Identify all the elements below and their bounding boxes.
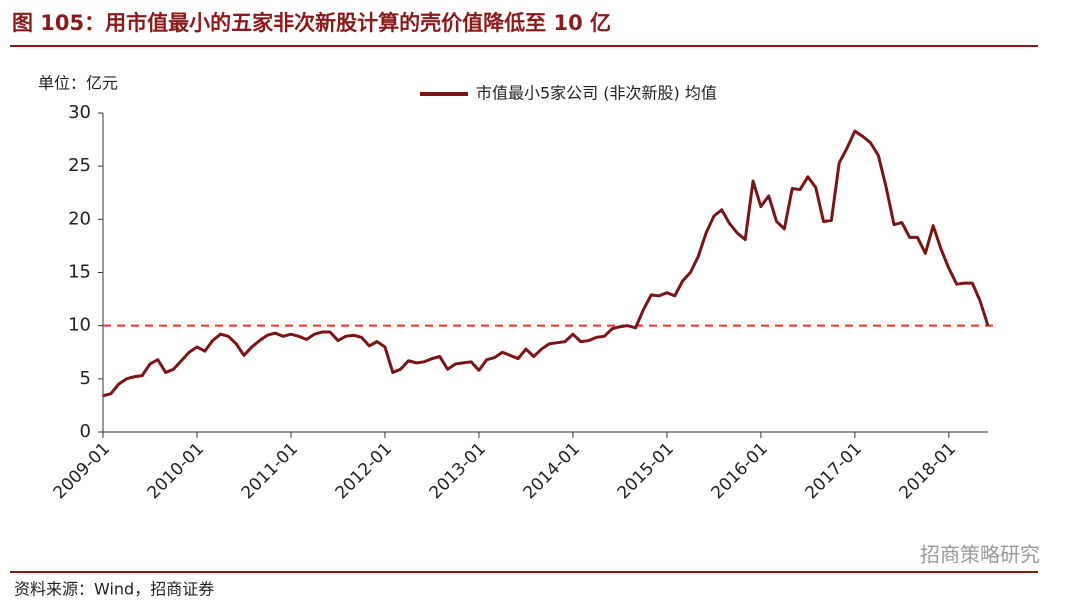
x-tick-label: 2013-01 <box>426 439 490 503</box>
y-tick-label: 25 <box>68 155 91 176</box>
x-tick-label: 2017-01 <box>802 439 866 503</box>
y-tick-label: 0 <box>80 421 91 442</box>
chart-title: 图 105：用市值最小的五家非次新股计算的壳价值降低至 10 亿 <box>12 11 611 35</box>
x-tick-label: 2009-01 <box>50 439 114 503</box>
y-tick-label: 20 <box>68 208 91 229</box>
legend-label: 市值最小5家公司 (非次新股) 均值 <box>476 84 717 103</box>
x-tick-label: 2015-01 <box>614 439 678 503</box>
x-tick-label: 2018-01 <box>896 439 960 503</box>
y-tick-label: 5 <box>80 368 91 389</box>
x-tick-label: 2012-01 <box>332 439 396 503</box>
y-unit-label: 单位：亿元 <box>38 74 118 93</box>
x-tick-label: 2014-01 <box>520 439 584 503</box>
y-tick-label: 15 <box>68 262 91 283</box>
y-tick-label: 10 <box>68 315 91 336</box>
series-line <box>102 129 990 398</box>
source-note: 资料来源：Wind，招商证券 <box>14 580 214 599</box>
x-tick-label: 2010-01 <box>144 439 208 503</box>
y-tick-label: 30 <box>68 102 91 123</box>
watermark: 招商策略研究 <box>920 543 1040 567</box>
x-tick-label: 2011-01 <box>238 439 302 503</box>
x-tick-label: 2016-01 <box>708 439 772 503</box>
